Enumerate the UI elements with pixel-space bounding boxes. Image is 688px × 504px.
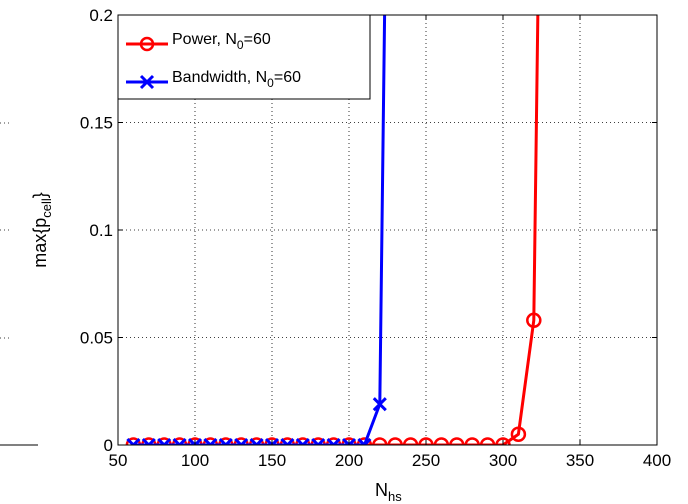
x-axis-label-main: N bbox=[375, 480, 388, 500]
power-point bbox=[387, 437, 403, 445]
x-axis-label: Nhs bbox=[375, 480, 402, 504]
power-point bbox=[402, 437, 419, 445]
power-point bbox=[325, 437, 342, 445]
neighbor-grid-fragments bbox=[0, 122, 12, 339]
y-tick-label: 0.1 bbox=[89, 221, 113, 240]
x-tick-label: 50 bbox=[109, 451, 128, 470]
tick-labels: 50 100 150 200 250 300 350 400 0 0.05 0.1 0.15 0.2 bbox=[80, 6, 671, 470]
bandwidth-point bbox=[234, 437, 249, 445]
bandwidth-point bbox=[249, 437, 264, 445]
power-point bbox=[264, 437, 280, 445]
x-tick-label: 350 bbox=[566, 451, 594, 470]
legend-bandwidth-marker bbox=[139, 74, 155, 90]
power-point bbox=[156, 437, 172, 445]
power-point bbox=[202, 437, 219, 445]
bandwidth-point bbox=[203, 437, 218, 445]
power-point bbox=[125, 437, 142, 445]
power-point bbox=[495, 437, 511, 445]
power-point bbox=[187, 437, 203, 445]
y-axis-label: max{pcell} bbox=[30, 192, 54, 268]
power-point bbox=[341, 437, 357, 445]
power-point bbox=[233, 437, 249, 445]
legend-bandwidth-label-sub: 0 bbox=[267, 76, 274, 90]
power-point bbox=[141, 437, 157, 445]
y-tick-label: 0 bbox=[104, 436, 113, 455]
power-point bbox=[418, 437, 434, 445]
x-tick-label: 250 bbox=[412, 451, 440, 470]
legend-power-label: Power, N0=60 bbox=[172, 31, 271, 52]
legend-bandwidth-label-tail: =60 bbox=[274, 69, 301, 86]
y-tick-label: 0.05 bbox=[80, 329, 113, 348]
legend-power-label-main: Power, N bbox=[172, 31, 237, 48]
y-axis-label-sub: cell bbox=[39, 198, 54, 218]
legend-box bbox=[117, 14, 371, 100]
legend-power-label-tail: =60 bbox=[244, 31, 271, 48]
power-point bbox=[449, 437, 465, 445]
bandwidth-point bbox=[264, 437, 280, 445]
power-point bbox=[279, 437, 296, 445]
legend-power-label-sub: 0 bbox=[237, 38, 244, 52]
power-point bbox=[526, 312, 542, 329]
bandwidth-point bbox=[187, 437, 203, 445]
bandwidth-point bbox=[218, 437, 233, 445]
power-point bbox=[295, 437, 311, 445]
bandwidth-point bbox=[141, 437, 156, 445]
y-tick-label: 0.2 bbox=[89, 6, 113, 25]
power-point bbox=[171, 437, 188, 445]
x-axis-label-sub: hs bbox=[388, 489, 402, 504]
power-point bbox=[372, 437, 388, 445]
x-tick-label: 300 bbox=[489, 451, 517, 470]
legend-power-marker bbox=[139, 36, 155, 52]
bandwidth-point bbox=[341, 437, 357, 445]
bandwidth-point bbox=[372, 397, 387, 412]
bandwidth-point bbox=[295, 437, 310, 445]
power-point bbox=[248, 437, 265, 445]
bandwidth-point bbox=[280, 437, 295, 445]
series-layer bbox=[125, 15, 542, 445]
x-tick-label: 400 bbox=[643, 451, 671, 470]
bandwidth-point bbox=[311, 437, 326, 445]
bandwidth-point bbox=[172, 437, 187, 445]
bandwidth-point bbox=[157, 437, 172, 445]
bandwidth-point bbox=[326, 437, 341, 445]
y-axis-label-close: } bbox=[30, 192, 50, 198]
power-point bbox=[479, 437, 496, 445]
power-point bbox=[218, 437, 234, 445]
power-point bbox=[510, 426, 527, 442]
x-tick-label: 150 bbox=[258, 451, 286, 470]
bandwidth-point bbox=[357, 437, 372, 445]
legend-bandwidth-label-main: Bandwidth, N bbox=[172, 69, 267, 86]
y-axis-label-main: max{p bbox=[30, 218, 50, 268]
power-point bbox=[464, 437, 480, 445]
bandwidth-point bbox=[126, 437, 141, 445]
power-point bbox=[433, 437, 450, 445]
y-tick-label: 0.15 bbox=[80, 114, 113, 133]
legend-bandwidth-label: Bandwidth, N0=60 bbox=[172, 69, 301, 90]
power-point bbox=[310, 437, 326, 445]
power-point bbox=[356, 437, 373, 445]
x-tick-label: 100 bbox=[181, 451, 209, 470]
legend: Power, N0=60 Bandwidth, N0=60 bbox=[117, 14, 371, 100]
x-tick-label: 200 bbox=[335, 451, 363, 470]
